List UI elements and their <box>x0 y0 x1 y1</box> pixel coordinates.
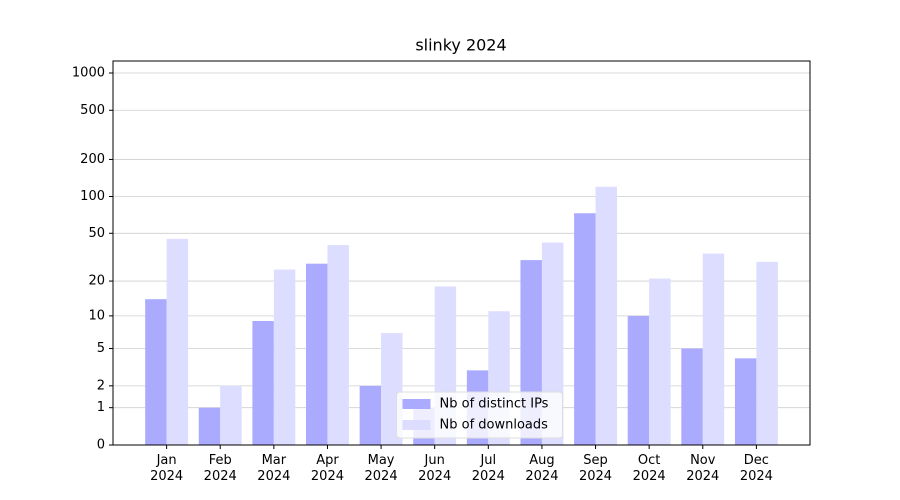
legend-swatch <box>402 420 431 430</box>
bar <box>198 407 221 445</box>
x-tick-label: Jul 2024 <box>471 453 505 484</box>
bar <box>681 348 703 445</box>
y-tick-label: 0 <box>97 438 105 453</box>
bar <box>166 238 189 445</box>
x-tick-label: Mar 2024 <box>257 453 291 484</box>
y-tick-label: 5 <box>97 341 105 356</box>
x-tick-label: Aug 2024 <box>525 453 559 484</box>
x-tick-label: Jan 2024 <box>150 453 184 484</box>
x-tick-label: Jun 2024 <box>418 453 452 484</box>
bar <box>756 261 778 445</box>
bar <box>220 385 242 445</box>
y-tick-label: 20 <box>88 274 105 289</box>
chart-title: slinky 2024 <box>415 36 506 55</box>
bar <box>306 263 328 445</box>
legend-box <box>396 391 563 439</box>
x-tick-label: Apr 2024 <box>310 453 344 484</box>
bar <box>627 315 650 445</box>
bar <box>702 253 725 445</box>
bar <box>145 299 167 445</box>
x-tick-label: Feb 2024 <box>203 453 237 484</box>
y-tick-label: 50 <box>88 226 105 241</box>
bar <box>649 278 671 445</box>
x-tick-label: Nov 2024 <box>686 453 720 484</box>
y-tick-label: 500 <box>80 103 105 118</box>
x-tick-label: Oct 2024 <box>632 453 666 484</box>
y-tick-label: 2 <box>97 378 105 393</box>
legend-swatch <box>402 399 431 409</box>
legend-label: Nb of downloads <box>440 418 549 433</box>
bar <box>327 245 349 445</box>
y-tick-label: 1 <box>97 400 105 415</box>
bar <box>574 213 596 445</box>
bar <box>359 385 382 445</box>
y-tick-label: 200 <box>80 152 105 167</box>
bar <box>273 269 296 445</box>
x-tick-label: Sep 2024 <box>578 453 613 484</box>
y-tick-label: 100 <box>80 189 105 204</box>
plot-frame <box>112 60 811 446</box>
bar <box>252 321 274 445</box>
legend-label: Nb of distinct IPs <box>440 397 549 412</box>
y-tick-label: 1000 <box>72 66 105 81</box>
y-tick-label: 10 <box>88 308 105 323</box>
bar <box>595 186 617 445</box>
x-tick-label: Dec 2024 <box>739 453 773 484</box>
x-tick-label: May 2024 <box>364 453 398 484</box>
bar <box>734 358 757 445</box>
